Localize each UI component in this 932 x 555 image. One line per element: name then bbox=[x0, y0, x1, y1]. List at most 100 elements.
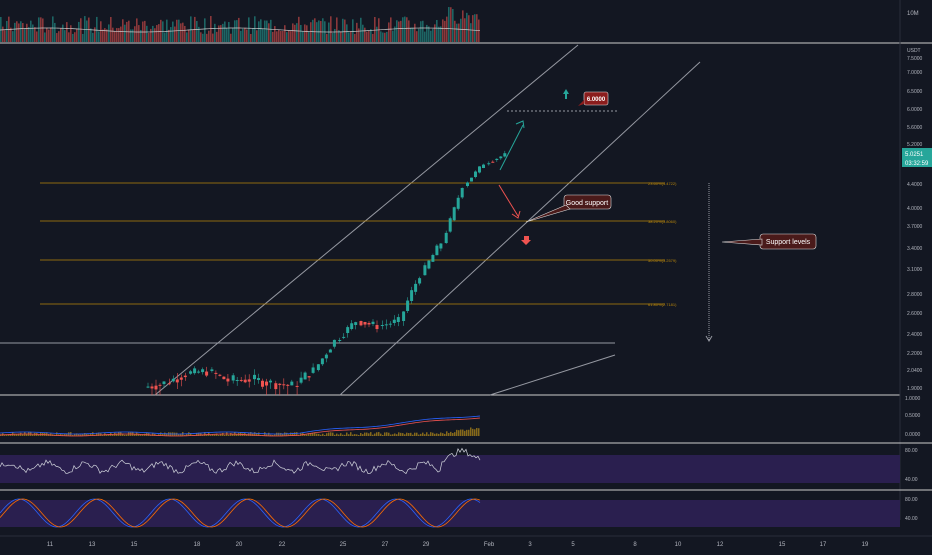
candle-body bbox=[367, 323, 371, 325]
volume-bar bbox=[28, 26, 30, 42]
macd-histogram-bar bbox=[220, 433, 222, 436]
macd-histogram-bar bbox=[90, 433, 92, 436]
volume-bar bbox=[236, 20, 238, 42]
macd-histogram-bar bbox=[22, 434, 24, 436]
macd-histogram-bar bbox=[312, 433, 314, 436]
volume-bar bbox=[78, 21, 80, 42]
candle-body bbox=[396, 317, 400, 322]
macd-histogram-bar bbox=[434, 433, 436, 436]
macd-histogram-bar bbox=[370, 432, 372, 436]
time-label: 20 bbox=[236, 542, 243, 548]
macd-histogram-bar bbox=[416, 432, 418, 436]
volume-bar bbox=[112, 27, 114, 42]
macd-histogram-bar bbox=[478, 428, 480, 436]
macd-histogram-bar bbox=[382, 434, 384, 436]
candle-body bbox=[350, 323, 354, 329]
volume-bar bbox=[222, 23, 224, 42]
volume-bar bbox=[394, 26, 396, 42]
macd-histogram-bar bbox=[398, 432, 400, 436]
candle-body bbox=[470, 177, 473, 182]
volume-bar bbox=[266, 20, 268, 42]
candle-body bbox=[478, 166, 481, 173]
volume-bar bbox=[284, 25, 286, 42]
volume-bar bbox=[70, 25, 72, 42]
macd-histogram-bar bbox=[378, 432, 380, 436]
volume-bar bbox=[180, 23, 182, 42]
volume-bar bbox=[380, 31, 382, 42]
candle-body bbox=[265, 381, 268, 386]
volume-bar bbox=[64, 30, 66, 42]
time-label: 29 bbox=[423, 542, 430, 548]
macd-histogram-bar bbox=[426, 432, 428, 436]
target-badge[interactable] bbox=[583, 91, 609, 106]
volume-bar bbox=[206, 33, 208, 42]
volume-bar bbox=[36, 31, 38, 42]
macd-histogram-bar bbox=[422, 432, 424, 436]
volume-bar bbox=[86, 20, 88, 42]
volume-bar bbox=[384, 32, 386, 42]
macd-histogram-bar bbox=[6, 434, 8, 436]
candle-body bbox=[167, 383, 171, 385]
rsi-tick-label: 40.00 bbox=[905, 477, 918, 483]
volume-bar bbox=[420, 21, 422, 42]
macd-histogram-bar bbox=[400, 432, 402, 436]
candle-body bbox=[179, 377, 183, 380]
macd-histogram-bar bbox=[476, 427, 478, 436]
macd-histogram-bar bbox=[366, 432, 368, 436]
macd-histogram-bar bbox=[206, 434, 208, 436]
time-label: 19 bbox=[862, 542, 869, 548]
support-levels-label: Support levels bbox=[766, 239, 811, 246]
candle-body bbox=[183, 375, 187, 378]
macd-histogram-bar bbox=[222, 432, 224, 436]
macd-histogram-bar bbox=[232, 434, 234, 436]
extension-line bbox=[489, 354, 616, 396]
macd-histogram-bar bbox=[322, 433, 324, 436]
candle-body bbox=[388, 323, 392, 325]
volume-bar bbox=[362, 24, 364, 42]
macd-histogram-bar bbox=[216, 433, 218, 436]
volume-bar bbox=[54, 22, 56, 42]
volume-bar bbox=[40, 17, 42, 42]
channel-lower-line bbox=[339, 61, 701, 396]
volume-bar bbox=[108, 24, 110, 42]
time-label: 15 bbox=[779, 542, 786, 548]
candle-body bbox=[226, 378, 230, 382]
volume-bar bbox=[170, 27, 172, 42]
macd-histogram-bar bbox=[358, 434, 360, 436]
volume-bar bbox=[272, 31, 274, 42]
macd-histogram-bar bbox=[72, 434, 74, 436]
volume-bar bbox=[202, 33, 204, 42]
volume-bar bbox=[400, 20, 402, 42]
volume-bar bbox=[476, 14, 478, 42]
down-arrow-head bbox=[511, 210, 521, 219]
volume-bar bbox=[382, 32, 384, 42]
volume-bar bbox=[282, 30, 284, 42]
candle-body bbox=[201, 369, 205, 373]
volume-bar bbox=[152, 25, 154, 42]
macd-histogram-bar bbox=[458, 430, 460, 436]
price-tick-label: 7.0000 bbox=[907, 70, 923, 76]
candle-body bbox=[375, 325, 379, 330]
fib-label: 61.80%(2.7181) bbox=[648, 302, 677, 307]
macd-histogram-bar bbox=[456, 429, 458, 436]
good-support-callout[interactable] bbox=[563, 194, 612, 210]
volume-bar bbox=[218, 25, 220, 42]
candle-body bbox=[439, 243, 443, 249]
volume-bar bbox=[348, 32, 350, 42]
macd-histogram-bar bbox=[380, 433, 382, 436]
macd-histogram-bar bbox=[204, 432, 206, 436]
volume-bar bbox=[352, 19, 354, 42]
candle-body bbox=[427, 260, 431, 269]
candle-body bbox=[158, 384, 162, 386]
macd-histogram-bar bbox=[360, 432, 362, 436]
volume-bar bbox=[34, 27, 36, 42]
volume-bar bbox=[6, 20, 8, 42]
macd-histogram-bar bbox=[346, 432, 348, 436]
macd-histogram-bar bbox=[282, 433, 284, 436]
volume-bar bbox=[296, 23, 298, 42]
macd-histogram-bar bbox=[258, 432, 260, 436]
macd-histogram-bar bbox=[218, 434, 220, 436]
macd-histogram-bar bbox=[418, 434, 420, 436]
time-label: 22 bbox=[279, 542, 286, 548]
